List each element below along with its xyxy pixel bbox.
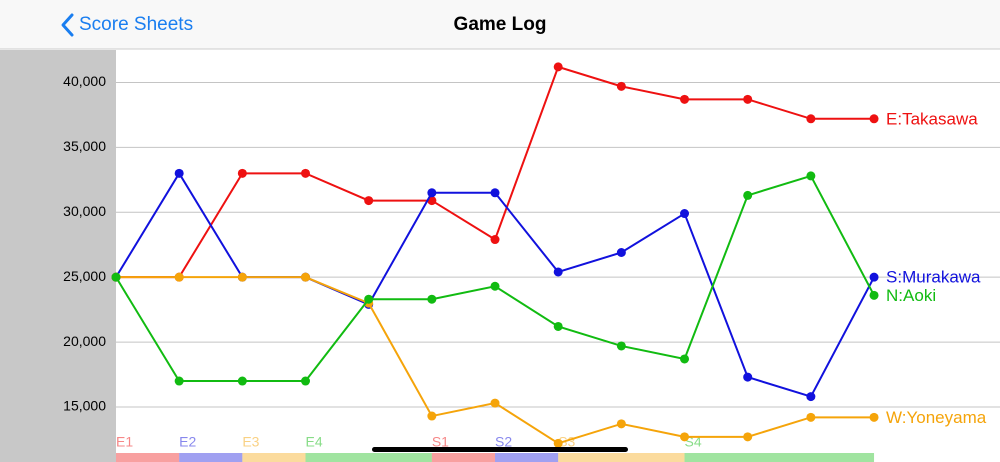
round-label: S3 bbox=[558, 434, 575, 450]
home-indicator bbox=[372, 447, 628, 452]
data-point bbox=[680, 94, 690, 104]
data-point bbox=[174, 376, 184, 386]
data-point bbox=[806, 392, 816, 402]
round-band bbox=[495, 453, 559, 462]
y-axis-panel bbox=[0, 50, 116, 462]
data-point bbox=[680, 209, 690, 219]
y-tick-label: 40,000 bbox=[63, 73, 106, 89]
round-label: S1 bbox=[432, 434, 449, 450]
round-band bbox=[305, 453, 432, 462]
round-band bbox=[116, 453, 180, 462]
data-point bbox=[490, 188, 500, 198]
round-label: S2 bbox=[495, 434, 512, 450]
round-band bbox=[558, 453, 685, 462]
data-point bbox=[743, 372, 753, 382]
data-point bbox=[869, 114, 879, 124]
round-label: E1 bbox=[116, 434, 133, 450]
data-point bbox=[427, 411, 437, 421]
round-band bbox=[431, 453, 496, 462]
data-point bbox=[616, 248, 626, 257]
series-line bbox=[116, 65, 875, 279]
series-label: N:Aoki bbox=[886, 286, 936, 305]
data-point bbox=[364, 294, 374, 304]
data-point bbox=[427, 188, 437, 198]
data-point bbox=[743, 190, 753, 200]
y-tick-label: 15,000 bbox=[63, 398, 106, 414]
nav-bar bbox=[0, 0, 1000, 49]
series-label: S:Murakawa bbox=[886, 268, 981, 287]
series-label: W:Yoneyama bbox=[886, 408, 987, 427]
back-chevron[interactable] bbox=[61, 13, 74, 37]
data-point bbox=[553, 321, 563, 331]
round-band bbox=[684, 453, 875, 462]
data-point bbox=[806, 114, 816, 124]
series-line bbox=[115, 174, 875, 383]
data-point bbox=[616, 419, 626, 429]
data-point bbox=[237, 272, 247, 282]
y-tick-label: 20,000 bbox=[63, 333, 106, 349]
data-point bbox=[301, 376, 311, 386]
plot: 15,000 20,000 25,000 30,000 35,000 40,000 E1 E2… bbox=[63, 62, 1000, 462]
data-point bbox=[553, 267, 563, 277]
data-point bbox=[869, 290, 879, 300]
data-point bbox=[553, 62, 563, 72]
round-label: E4 bbox=[306, 434, 323, 450]
y-tick-label: 35,000 bbox=[63, 138, 106, 154]
data-point bbox=[553, 438, 563, 448]
back-button[interactable]: Score Sheets bbox=[79, 14, 193, 35]
data-point bbox=[680, 432, 690, 442]
round-label: E2 bbox=[179, 434, 196, 450]
round-band bbox=[179, 453, 243, 462]
data-point bbox=[301, 272, 311, 282]
data-point bbox=[174, 272, 184, 282]
data-point bbox=[237, 168, 247, 178]
data-point bbox=[301, 168, 311, 178]
data-point bbox=[743, 432, 753, 442]
data-point bbox=[490, 281, 500, 291]
data-point bbox=[490, 398, 500, 408]
data-point bbox=[616, 81, 626, 91]
data-point bbox=[174, 168, 184, 178]
data-point bbox=[616, 341, 626, 351]
data-point bbox=[237, 376, 247, 386]
data-point bbox=[806, 171, 816, 181]
series-line bbox=[116, 276, 875, 445]
data-point bbox=[869, 412, 879, 422]
series-label: E:Takasawa bbox=[886, 109, 978, 128]
data-point bbox=[743, 94, 753, 104]
data-point bbox=[111, 272, 121, 282]
data-point bbox=[427, 294, 437, 304]
data-point bbox=[490, 235, 500, 245]
data-point bbox=[869, 272, 879, 282]
round-band bbox=[242, 453, 306, 462]
y-tick-label: 25,000 bbox=[63, 268, 106, 284]
data-point bbox=[364, 196, 374, 206]
y-tick-label: 30,000 bbox=[63, 203, 106, 219]
nav-title: Game Log bbox=[454, 14, 547, 35]
data-point bbox=[680, 354, 690, 364]
data-point bbox=[806, 412, 816, 422]
round-label: E3 bbox=[242, 434, 259, 450]
